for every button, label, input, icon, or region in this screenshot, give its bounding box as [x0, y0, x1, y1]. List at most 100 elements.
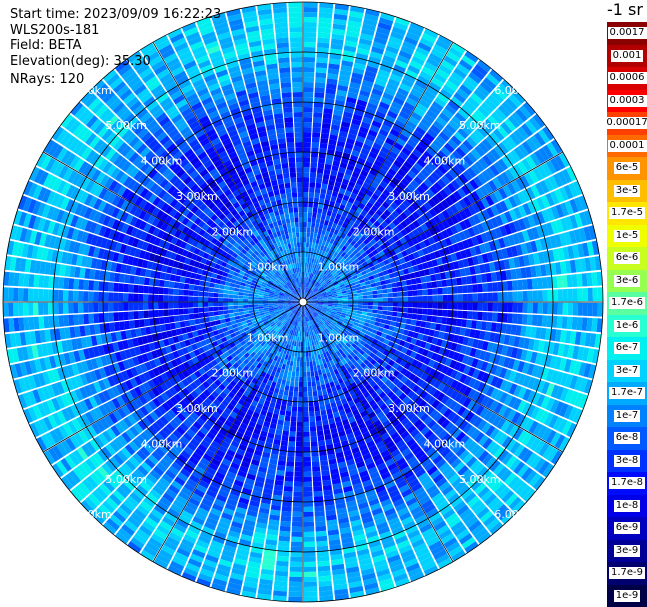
- range-gate-cell: [500, 121, 513, 135]
- range-gate-cell: [407, 64, 421, 75]
- range-gate-cell: [288, 591, 303, 597]
- range-gate-cell: [433, 153, 444, 164]
- range-gate-cell: [291, 531, 303, 537]
- range-gate-cell: [345, 35, 359, 43]
- range-gate-cell: [386, 283, 392, 289]
- range-gate-cell: [351, 255, 358, 261]
- range-gate-cell: [303, 581, 317, 587]
- range-gate-cell: [303, 521, 315, 527]
- range-gate-cell: [403, 160, 413, 170]
- range-gate-cell: [352, 249, 359, 255]
- range-gate-cell: [327, 68, 340, 75]
- range-gate-cell: [360, 235, 367, 242]
- range-gate-cell: [391, 26, 407, 36]
- range-gate-cell: [305, 247, 309, 253]
- range-gate-cell: [394, 185, 403, 194]
- range-gate-cell: [315, 276, 320, 281]
- range-gate-cell: [329, 174, 337, 182]
- range-gate-cell: [376, 26, 391, 36]
- range-gate-cell: [319, 260, 324, 267]
- range-gate-cell: [397, 87, 409, 97]
- range-gate-cell: [315, 282, 320, 288]
- range-gate-cell: [334, 181, 342, 188]
- range-gate-cell: [322, 209, 328, 215]
- range-gate-cell: [307, 288, 310, 294]
- range-gate-cell: [576, 317, 583, 331]
- range-gate-cell: [318, 157, 326, 164]
- range-gate-cell: [367, 309, 373, 313]
- range-gate-cell: [362, 295, 368, 299]
- range-gate-cell: [365, 189, 374, 197]
- range-gate-cell: [379, 64, 392, 73]
- range-gate-cell: [313, 202, 319, 209]
- range-gate-cell: [398, 133, 409, 143]
- range-gate-cell: [311, 258, 315, 264]
- range-gate-cell: [392, 292, 398, 297]
- range-gate-cell: [337, 303, 343, 307]
- range-gate-cell: [291, 526, 303, 532]
- range-gate-cell: [303, 182, 309, 188]
- range-gate-cell: [380, 124, 391, 133]
- range-gate-cell: [303, 466, 312, 472]
- range-gate-cell: [366, 287, 373, 292]
- range-gate-cell: [372, 305, 378, 310]
- range-gate-cell: [350, 5, 365, 14]
- range-gate-cell: [367, 60, 380, 69]
- range-gate-cell: [371, 286, 377, 291]
- range-gate-cell: [325, 271, 330, 276]
- range-gate-cell: [313, 481, 322, 487]
- range-gate-cell: [334, 99, 345, 107]
- range-gate-cell: [387, 306, 393, 312]
- range-gate-cell: [351, 150, 360, 158]
- range-gate-cell: [355, 252, 362, 258]
- range-gate-cell: [324, 163, 332, 170]
- range-gate-cell: [416, 185, 426, 195]
- range-gate-cell: [298, 341, 301, 347]
- range-gate-cell: [308, 242, 313, 248]
- range-gate-cell: [335, 145, 344, 153]
- range-gate-cell: [461, 276, 467, 285]
- range-gate-cell: [516, 313, 523, 325]
- range-gate-cell: [341, 245, 347, 252]
- range-gate-cell: [304, 292, 307, 298]
- range-gate-cell: [334, 3, 349, 11]
- range-gate-cell: [331, 222, 338, 229]
- range-gate-cell: [310, 157, 318, 163]
- range-gate-cell: [444, 104, 457, 115]
- range-gate-cell: [572, 288, 578, 302]
- range-gate-cell: [487, 302, 493, 312]
- range-gate-cell: [318, 22, 332, 29]
- range-gate-cell: [293, 361, 297, 367]
- range-gate-cell: [377, 293, 383, 298]
- range-gate-cell: [433, 44, 448, 55]
- range-gate-cell: [387, 40, 401, 50]
- range-gate-cell: [350, 246, 356, 253]
- range-gate-cell: [320, 280, 326, 286]
- range-gate-cell: [315, 223, 320, 229]
- range-gate-cell: [592, 287, 598, 302]
- range-gate-cell: [322, 274, 327, 280]
- range-gate-cell: [392, 302, 398, 307]
- range-gate-cell: [305, 287, 307, 293]
- range-gate-cell: [389, 73, 402, 83]
- range-gate-cell: [309, 177, 316, 183]
- range-gate-cell: [464, 100, 477, 112]
- range-gate-cell: [391, 311, 398, 317]
- range-gate-cell: [331, 38, 344, 46]
- range-gate-cell: [327, 303, 333, 305]
- range-gate-cell: [312, 471, 321, 477]
- range-gate-cell: [303, 227, 307, 233]
- range-gate-cell: [413, 107, 425, 118]
- range-gate-cell: [403, 73, 416, 84]
- range-gate-cell: [304, 282, 307, 288]
- range-gate-cell: [316, 248, 320, 255]
- range-gate-cell: [303, 541, 316, 547]
- range-gate-cell: [337, 208, 344, 216]
- range-gate-cell: [428, 52, 443, 64]
- range-gate-cell: [328, 254, 333, 260]
- range-gate-cell: [306, 295, 311, 299]
- range-gate-cell: [359, 89, 371, 98]
- range-gate-cell: [281, 435, 289, 442]
- range-gate-cell: [389, 128, 400, 138]
- range-gate-cell: [306, 242, 310, 248]
